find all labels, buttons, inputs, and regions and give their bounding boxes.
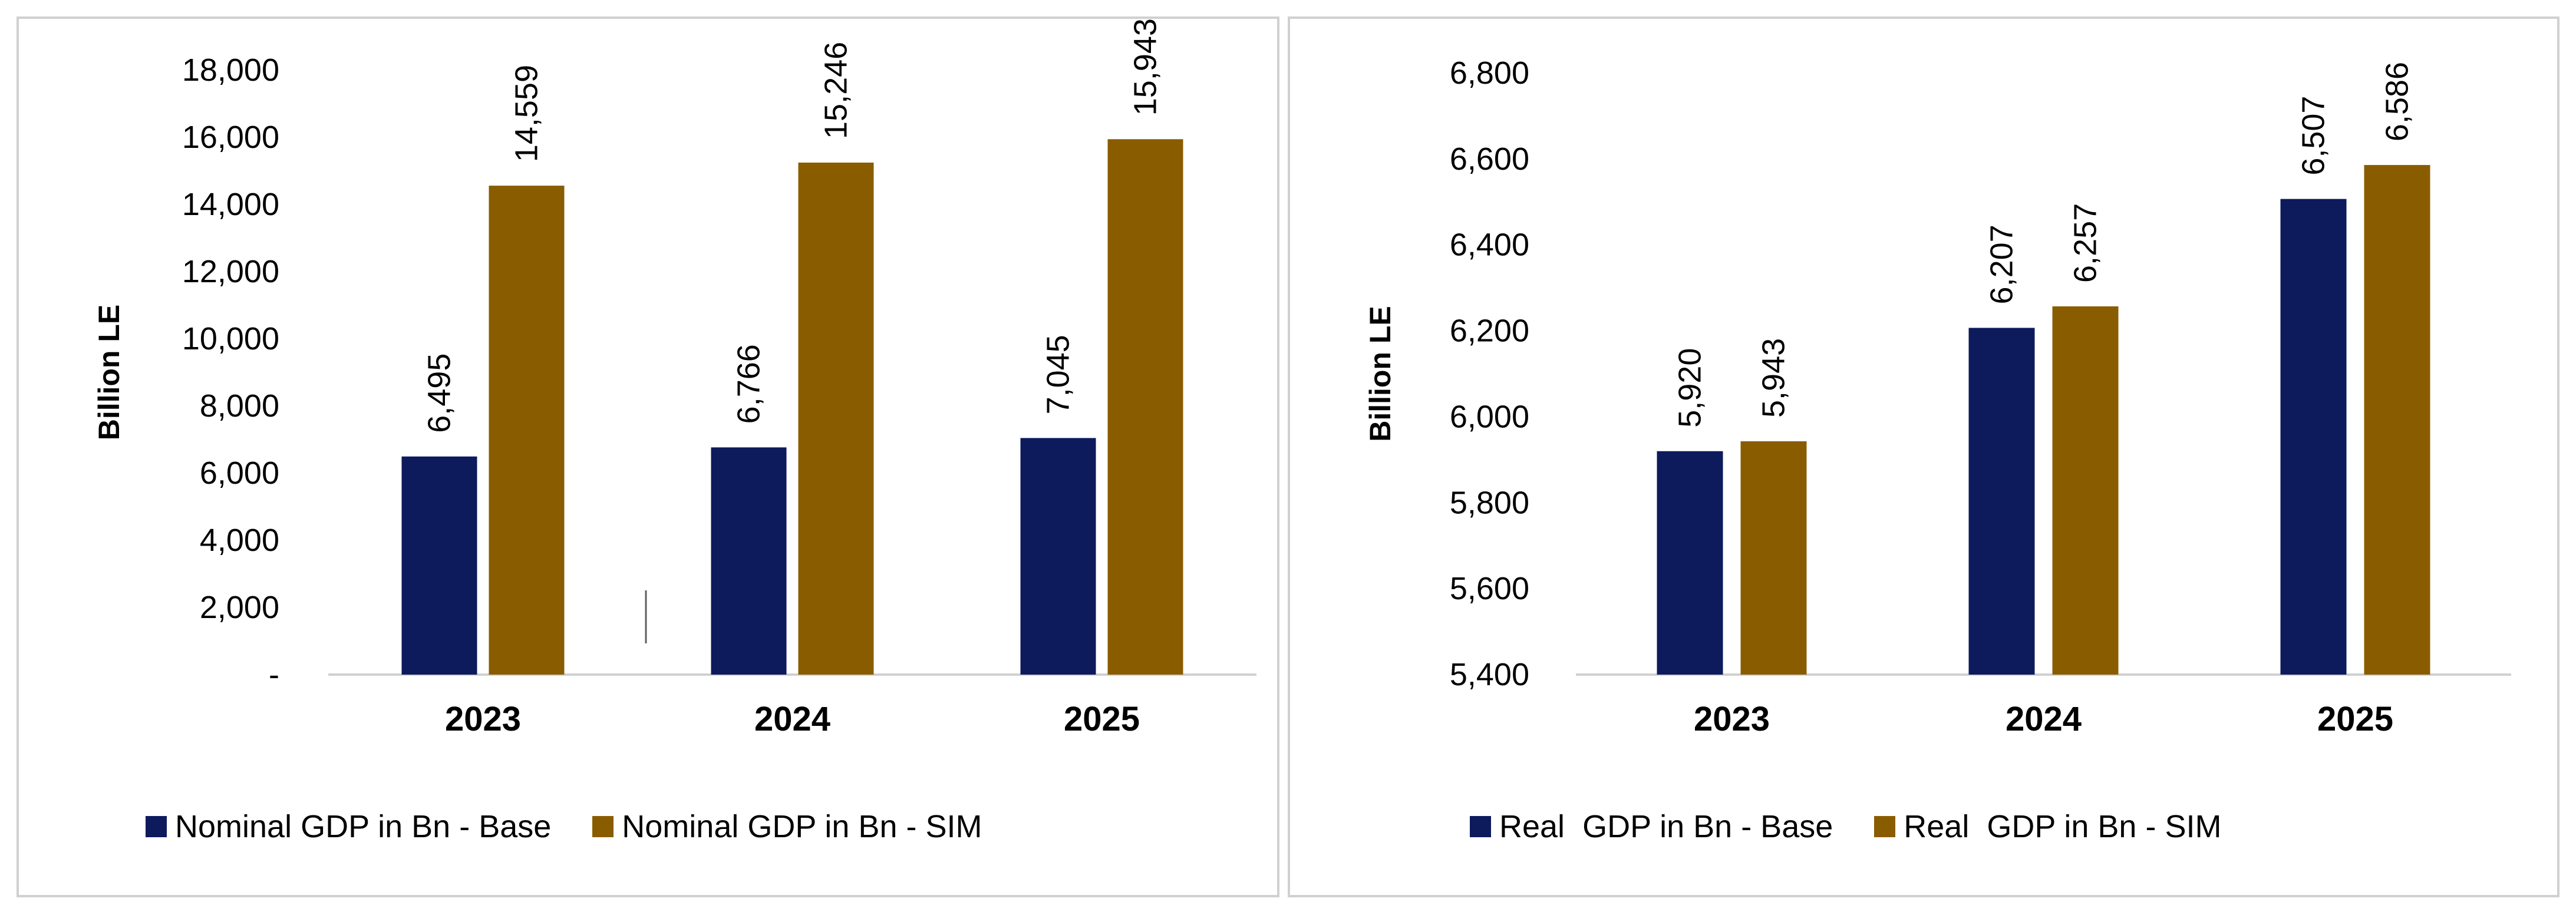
bar-real-sim-2024: [2052, 306, 2119, 675]
y-tick-label: 5,800: [1450, 485, 1529, 520]
bar-real-base-2023: [1657, 451, 1723, 675]
y-axis-label: Billion LE: [1364, 306, 1397, 442]
y-tick-label: 10,000: [182, 321, 279, 356]
x-tick-label: 2025: [2317, 700, 2393, 738]
nominal-gdp-legend: Nominal GDP in Bn - Base Nominal GDP in …: [146, 808, 1023, 845]
bar-nominal-base-2025: [1020, 438, 1096, 675]
x-tick-label: 2024: [2006, 700, 2082, 738]
x-tick-label: 2025: [1064, 700, 1140, 738]
real-gdp-chart: 5,400 5,600 5,800 6,000 6,200 6,400 6,600 6,800…: [1364, 55, 2511, 738]
legend-label-nominal-base: Nominal GDP in Bn - Base: [175, 809, 552, 844]
real-gdp-chart-panel: 5,400 5,600 5,800 6,000 6,200 6,400 6,600 6,800…: [1288, 16, 2559, 897]
nominal-gdp-chart-panel: - 2,000 4,000 6,000 8,000 10,000 12,000 14,000 1…: [17, 16, 1279, 897]
legend-label-real-sim: Real GDP in Bn - SIM: [1904, 809, 2222, 844]
y-tick-label: 6,600: [1450, 141, 1529, 177]
data-label-real-sim-2025: 6,586: [2380, 62, 2415, 141]
bar-real-base-2025: [2280, 199, 2347, 675]
bar-nominal-base-2023: [401, 456, 477, 675]
data-label-nominal-base-2023: 6,495: [422, 354, 457, 433]
data-label-nominal-sim-2024: 15,246: [819, 42, 854, 139]
nominal-gdp-chart: - 2,000 4,000 6,000 8,000 10,000 12,000 14,000 1…: [93, 19, 1256, 738]
y-tick-label: 18,000: [182, 52, 279, 88]
y-tick-label: 2,000: [200, 590, 279, 625]
data-label-nominal-base-2025: 7,045: [1041, 335, 1076, 414]
y-tick-label: 6,000: [1450, 399, 1529, 434]
data-label-real-base-2023: 5,920: [1673, 348, 1708, 428]
legend-item-nominal-sim: Nominal GDP in Bn - SIM: [592, 808, 982, 845]
y-tick-label: 5,600: [1450, 571, 1529, 606]
y-tick-label: 6,400: [1450, 227, 1529, 263]
y-tick-label: 6,000: [200, 455, 279, 491]
data-label-real-sim-2024: 6,257: [2068, 203, 2103, 283]
bar-nominal-base-2024: [711, 447, 787, 675]
legend-swatch-real-base: [1470, 816, 1491, 837]
data-label-real-base-2024: 6,207: [1984, 224, 2020, 304]
y-tick-label: -: [269, 657, 279, 692]
bar-nominal-sim-2023: [489, 186, 565, 675]
legend-swatch-nominal-sim: [592, 816, 614, 837]
y-tick-label: 8,000: [200, 388, 279, 424]
data-label-nominal-base-2024: 6,766: [731, 344, 767, 424]
y-tick-label: 6,800: [1450, 55, 1529, 91]
legend-swatch-nominal-base: [146, 816, 167, 837]
data-label-real-base-2025: 6,507: [2296, 96, 2331, 176]
x-tick-label: 2024: [754, 700, 830, 738]
y-tick-label: 5,400: [1450, 657, 1529, 692]
y-tick-label: 6,200: [1450, 313, 1529, 349]
bar-nominal-sim-2025: [1107, 139, 1183, 675]
legend-label-real-base: Real GDP in Bn - Base: [1499, 809, 1833, 844]
legend-item-real-base: Real GDP in Bn - Base: [1470, 808, 1833, 845]
bar-real-base-2024: [1968, 328, 2035, 675]
y-tick-label: 12,000: [182, 254, 279, 289]
data-label-nominal-sim-2023: 14,559: [509, 65, 545, 162]
data-label-nominal-sim-2025: 15,943: [1128, 19, 1163, 115]
x-tick-label: 2023: [445, 700, 521, 738]
bar-real-sim-2025: [2364, 165, 2430, 675]
x-tick-label: 2023: [1694, 700, 1770, 738]
legend-item-nominal-base: Nominal GDP in Bn - Base: [146, 808, 551, 845]
y-axis-label: Billion LE: [93, 305, 126, 441]
data-label-real-sim-2023: 5,943: [1756, 338, 1792, 418]
y-tick-label: 14,000: [182, 187, 279, 222]
bar-real-sim-2023: [1740, 441, 1807, 675]
y-tick-label: 4,000: [200, 523, 279, 558]
legend-label-nominal-sim: Nominal GDP in Bn - SIM: [622, 809, 982, 844]
y-tick-label: 16,000: [182, 120, 279, 155]
legend-item-real-sim: Real GDP in Bn - SIM: [1874, 808, 2221, 845]
legend-swatch-real-sim: [1874, 816, 1896, 837]
bar-nominal-sim-2024: [798, 162, 874, 675]
real-gdp-legend: Real GDP in Bn - Base Real GDP in Bn - S…: [1470, 808, 2262, 845]
